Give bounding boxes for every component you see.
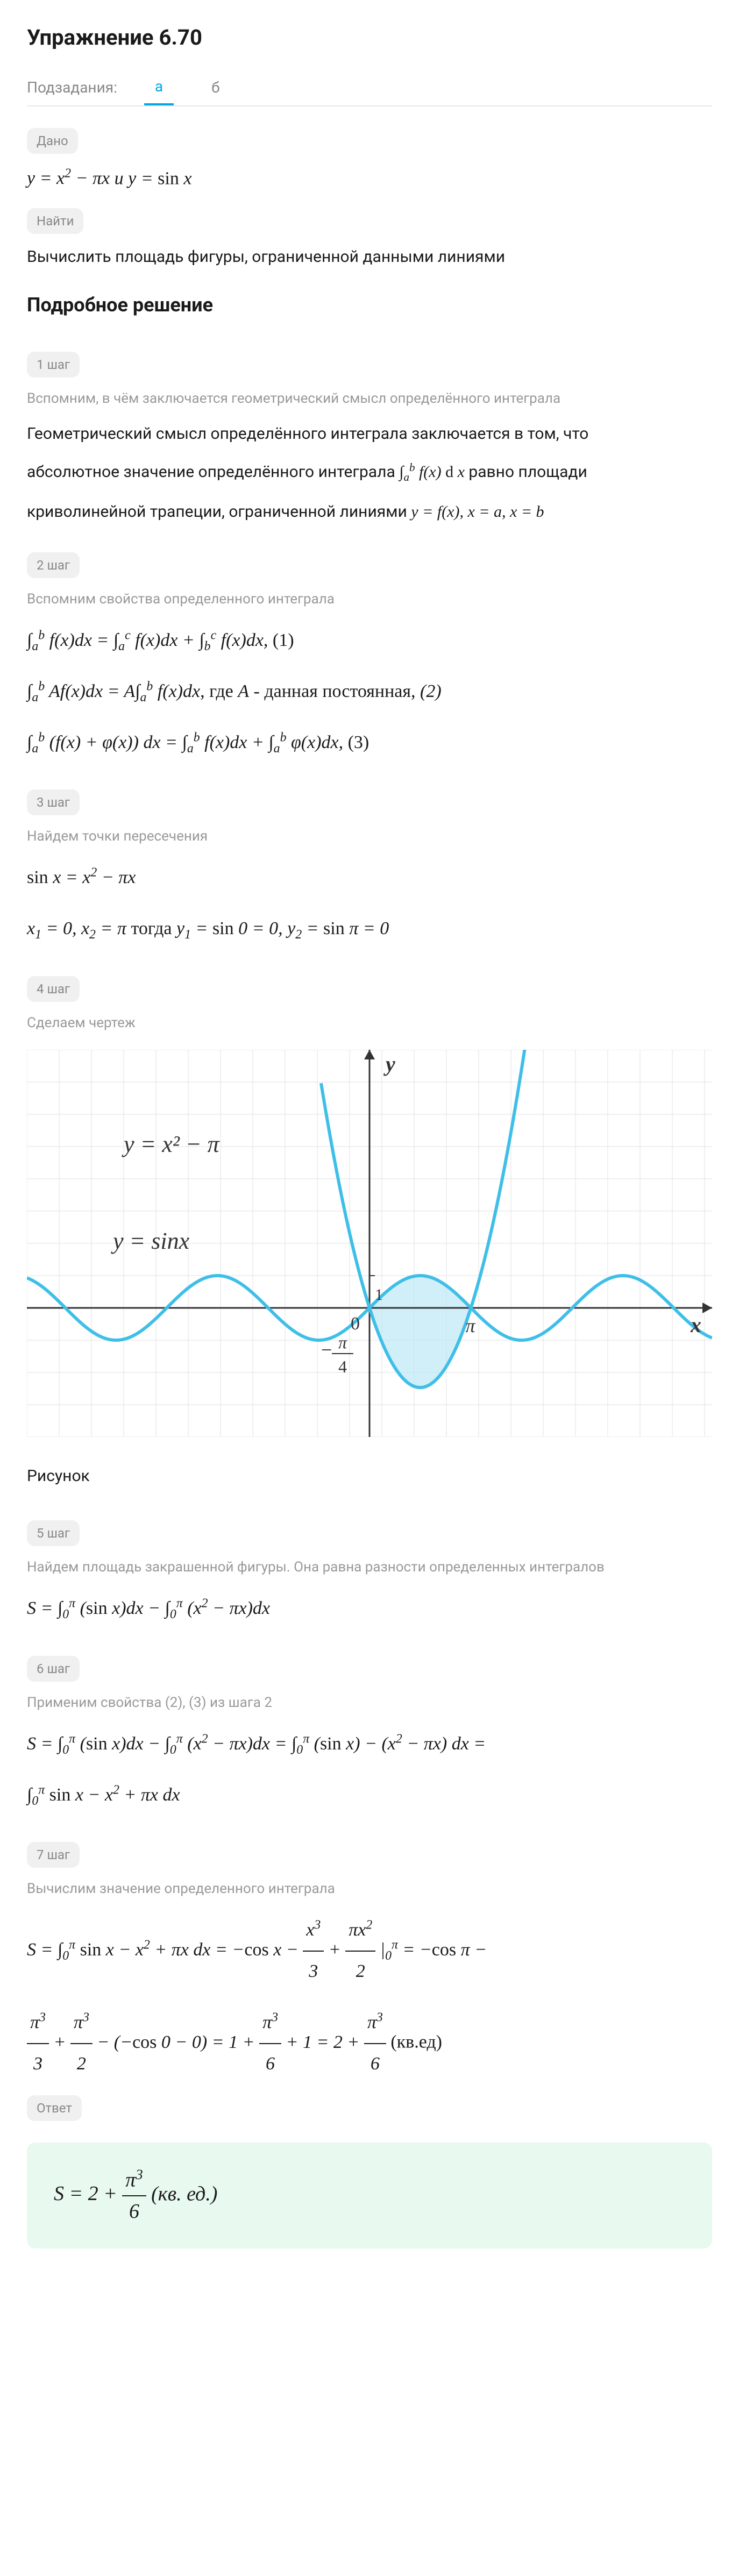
svg-text:−: − (321, 1339, 332, 1361)
step-1-line-2: абсолютное значение определённого интегр… (27, 458, 712, 487)
svg-text:0: 0 (351, 1314, 360, 1334)
figure-caption: Рисунок (27, 1464, 712, 1488)
tab-b[interactable]: б (201, 71, 231, 104)
answer-box: S = 2 + π36 (кв. ед.) (27, 2143, 712, 2249)
svg-text:y = x² − π: y = x² − π (122, 1131, 221, 1157)
step-3-formula-1: sin x = x2 − πx (27, 858, 712, 898)
given-label: Дано (27, 128, 78, 154)
step-5-formula: S = ∫0π (sin x)dx − ∫0π (x2 − πx)dx (27, 1589, 712, 1629)
step-badge-2: 2 шаг (27, 552, 80, 578)
step-3-formula-2: x1 = 0, x2 = π тогда y1 = sin 0 = 0, y2 … (27, 909, 712, 949)
svg-text:y: y (383, 1052, 395, 1076)
step-2-formula-2: ∫ab Af(x)dx = A∫ab f(x)dx, где A - данна… (27, 672, 712, 712)
step-5-hint: Найдем площадь закрашенной фигуры. Она р… (27, 1557, 712, 1578)
chart: yx01πy = x² − πy = sinx−π4 (27, 1050, 712, 1437)
step-2-hint: Вспомним свойства определенного интеграл… (27, 589, 712, 610)
given-formula: y = x2 − πx и y = sin x (27, 165, 712, 192)
step-6-formula-2: ∫0π sin x − x2 + πx dx (27, 1775, 712, 1816)
exercise-title: Упражнение 6.70 (27, 22, 712, 54)
step-badge-3: 3 шаг (27, 789, 80, 815)
step-7-hint: Вычислим значение определенного интеграл… (27, 1878, 712, 1899)
chart-svg: yx01πy = x² − πy = sinx−π4 (27, 1050, 712, 1437)
step-1-line-1: Геометрический смысл определённого интег… (27, 420, 712, 447)
svg-text:y = sinx: y = sinx (111, 1228, 190, 1254)
step-badge-1: 1 шаг (27, 352, 80, 378)
step-badge-5: 5 шаг (27, 1520, 80, 1546)
step-7-formula-2: π33 + π32 − (−cos 0 − 0) = 1 + π36 + 1 =… (27, 2003, 712, 2084)
subtasks-label: Подзадания: (27, 76, 117, 99)
find-label: Найти (27, 208, 83, 234)
step-badge-4: 4 шаг (27, 976, 80, 1002)
step-7-formula-1: S = ∫0π sin x − x2 + πx dx = −cos x − x3… (27, 1910, 712, 1992)
tab-a[interactable]: а (144, 70, 174, 105)
step-badge-7: 7 шаг (27, 1842, 80, 1868)
svg-text:x: x (690, 1313, 701, 1337)
svg-text:4: 4 (338, 1357, 347, 1376)
step-2-formula-3: ∫ab (f(x) + φ(x)) dx = ∫ab f(x)dx + ∫ab … (27, 723, 712, 763)
step-6-hint: Применим свойства (2), (3) из шага 2 (27, 1692, 712, 1713)
solution-title: Подробное решение (27, 290, 712, 319)
svg-text:π: π (465, 1315, 475, 1336)
step-6-formula-1: S = ∫0π (sin x)dx − ∫0π (x2 − πx)dx = ∫0… (27, 1724, 712, 1764)
step-2-formula-1: ∫ab f(x)dx = ∫ac f(x)dx + ∫bc f(x)dx, (1… (27, 621, 712, 661)
find-text: Вычислить площадь фигуры, ограниченной д… (27, 245, 712, 269)
answer-label: Ответ (27, 2095, 82, 2121)
step-3-hint: Найдем точки пересечения (27, 826, 712, 847)
step-1-line-3: криволинейной трапеции, ограниченной лин… (27, 498, 712, 525)
step-badge-6: 6 шаг (27, 1656, 80, 1682)
step-1-hint: Вспомним, в чём заключается геометрическ… (27, 388, 712, 409)
svg-text:1: 1 (375, 1286, 383, 1304)
svg-text:π: π (338, 1333, 347, 1352)
step-4-hint: Сделаем чертеж (27, 1013, 712, 1034)
subtasks-bar: Подзадания: а б (27, 70, 712, 106)
